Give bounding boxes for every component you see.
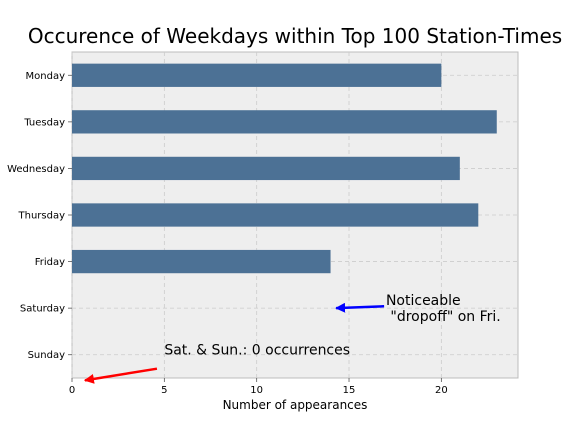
annotation-line: "dropoff" on Fri.	[386, 309, 501, 325]
y-tick-label: Saturday	[20, 304, 65, 315]
x-tick-label: 15	[343, 385, 356, 396]
annotation-line: Sat. & Sun.: 0 occurrences	[164, 343, 350, 359]
bar-thursday	[72, 203, 479, 227]
annotation-line: Noticeable	[386, 293, 461, 309]
bars	[72, 63, 497, 274]
bar-wednesday	[72, 156, 460, 181]
annotations: Noticeable "dropoff" on Fri. Sat. & Sun.:…	[83, 293, 501, 384]
bar-tuesday	[72, 110, 497, 134]
x-tick-label: 5	[161, 385, 167, 396]
bar-friday	[72, 249, 331, 274]
y-tick-label: Sunday	[28, 350, 65, 361]
x-tick-label: 0	[69, 385, 75, 396]
annotation-text: Noticeable "dropoff" on Fri.	[386, 293, 501, 325]
y-tick-label: Thursday	[18, 211, 66, 222]
annotation-arrow	[335, 302, 385, 313]
bar-monday	[72, 63, 442, 87]
y-tick-label: Tuesday	[23, 117, 65, 128]
y-tick-label: Wednesday	[7, 164, 65, 175]
chart-title: Occurence of Weekdays within Top 100 Sta…	[28, 24, 562, 48]
x-tick-label: 20	[435, 385, 448, 396]
x-axis-label: Number of appearances	[223, 398, 368, 412]
y-tick-labels: Monday Tuesday Wednesday Thursday Friday Satu…	[7, 71, 72, 361]
annotation-text: Sat. & Sun.: 0 occurrences	[164, 343, 350, 359]
x-tick-label: 10	[250, 385, 263, 396]
y-tick-label: Friday	[35, 257, 65, 268]
annotation-arrow	[83, 367, 158, 384]
x-tick-labels: 0 5 10 15 20	[69, 378, 448, 396]
y-tick-label: Monday	[26, 71, 66, 82]
